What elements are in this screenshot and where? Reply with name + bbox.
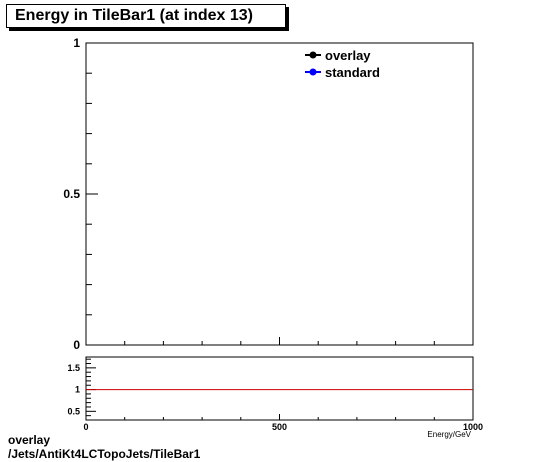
- main-plot-frame: [85, 42, 474, 346]
- chart-title: Energy in TileBar1 (at index 13): [15, 7, 254, 24]
- ratio-y-tick-label: 0.5: [67, 406, 80, 416]
- chart-title-box: Energy in TileBar1 (at index 13): [6, 4, 286, 28]
- x-axis-label: Energy/GeV: [427, 430, 471, 439]
- ratio-x-tick-label: 1000: [463, 422, 483, 432]
- legend-marker-standard: [309, 68, 317, 76]
- legend-label-overlay: overlay: [325, 48, 371, 63]
- ratio-y-tick-label: 1.5: [67, 363, 80, 373]
- main-y-tick-label: 0: [73, 338, 80, 352]
- main-y-tick-label: 1: [73, 36, 80, 50]
- main-y-tick-label: 0.5: [63, 187, 80, 201]
- ratio-x-tick-label: 500: [272, 422, 287, 432]
- ratio-x-tick-label: 0: [83, 422, 88, 432]
- legend-marker-overlay: [309, 51, 317, 59]
- ratio-y-tick-label: 1: [75, 385, 80, 395]
- footer-label-overlay: overlay: [8, 433, 51, 447]
- ratio-plot-frame: [85, 356, 474, 421]
- legend-label-standard: standard: [325, 65, 380, 80]
- footer-label-path: /Jets/AntiKt4LCTopoJets/TileBar1: [8, 447, 201, 461]
